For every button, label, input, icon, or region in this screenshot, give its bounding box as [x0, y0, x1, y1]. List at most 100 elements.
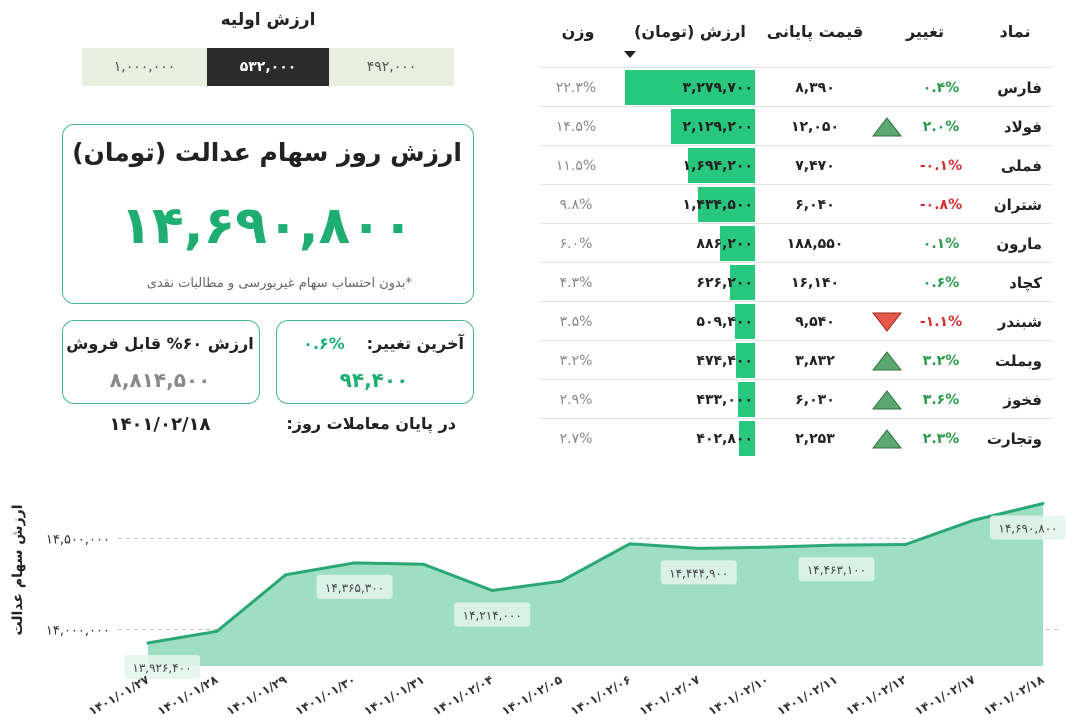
- x-tick-label: ۱۴۰۱/۰۲/۰۶: [568, 672, 633, 718]
- row-symbol[interactable]: شبندر: [997, 312, 1042, 331]
- row-weight: ۲.۷%: [559, 430, 593, 447]
- x-tick-label: ۱۴۰۱/۰۱/۲۹: [224, 672, 290, 718]
- data-point: [146, 641, 150, 645]
- row-value-bar-fill: [687, 148, 755, 183]
- table-row[interactable]: شبندر -۱.۱% ۹,۵۴۰ ۵۰۹,۴۰۰ ۳.۵%: [540, 301, 1052, 341]
- row-symbol[interactable]: وبملت: [994, 351, 1042, 370]
- row-symbol[interactable]: فخوز: [1003, 390, 1042, 409]
- row-symbol[interactable]: مارون: [996, 234, 1042, 253]
- row-change: ۲.۳%: [922, 430, 960, 447]
- annotation-label: ۱۴,۲۱۴,۰۰۰: [463, 609, 522, 623]
- row-value-bar-fill: [730, 265, 755, 300]
- row-value-bar-fill: [737, 382, 755, 417]
- row-value-bar-fill: [736, 343, 755, 378]
- row-value-bar: [625, 226, 755, 261]
- y-axis-label: ارزش سهام عدالت: [10, 504, 26, 635]
- data-point: [559, 579, 563, 583]
- row-arrow-empty: [870, 224, 904, 263]
- value-history-chart: ۱۴,۰۰۰,۰۰۰ ۱۴,۵۰۰,۰۰۰ ۱۳,۹۲۶,۴۰۰ ۱۴,۳۶۵,۳۰۰…: [10, 502, 1066, 718]
- row-symbol[interactable]: فملی: [1000, 156, 1042, 175]
- annotation-box: [316, 574, 393, 599]
- x-tick-label: ۱۴۰۱/۰۲/۰۵: [499, 672, 564, 718]
- row-price: ۶,۰۴۰: [795, 196, 835, 213]
- sort-down-icon[interactable]: [624, 51, 636, 59]
- row-change: -۱.۱%: [919, 313, 963, 330]
- row-change: ۳.۲%: [922, 352, 960, 369]
- row-value-bar: [625, 382, 755, 417]
- header-symbol[interactable]: نماد: [999, 22, 1031, 41]
- date-value: ۱۴۰۱/۰۲/۱۸: [109, 414, 211, 435]
- table-row[interactable]: شتران -۰.۸% ۶,۰۴۰ ۱,۴۳۴,۵۰۰ ۹.۸%: [540, 184, 1052, 224]
- x-tick-label: ۱۴۰۱/۰۲/۱۲: [843, 672, 909, 718]
- table-row[interactable]: وتجارت ۲.۳% ۲,۲۵۳ ۴۰۲,۸۰۰ ۲.۷%: [540, 418, 1052, 458]
- data-point: [284, 573, 288, 577]
- summary-value: ۱۴,۶۹۰,۸۰۰: [120, 196, 414, 256]
- annotation-label: ۱۴,۶۹۰,۸۰۰: [998, 522, 1057, 536]
- annotation-box: [124, 654, 200, 679]
- row-value-bar-fill: [739, 421, 755, 456]
- data-point: [1041, 502, 1045, 506]
- row-value: ۱,۴۳۴,۵۰۰: [682, 196, 753, 213]
- annotation-box: [798, 557, 875, 582]
- table-row[interactable]: فولاد ۲.۰% ۱۲,۰۵۰ ۲,۱۲۹,۲۰۰ ۱۴.۵%: [540, 106, 1052, 146]
- row-symbol[interactable]: کچاد: [1009, 273, 1042, 292]
- row-symbol[interactable]: شتران: [993, 195, 1042, 214]
- data-point: [903, 543, 907, 547]
- header-price[interactable]: قیمت پایانی: [766, 22, 864, 41]
- initial-option-532k[interactable]: ۵۳۲,۰۰۰: [207, 48, 329, 86]
- triangle-up-icon: [870, 419, 904, 458]
- table-row[interactable]: فارس ۰.۴% ۸,۳۹۰ ۳,۲۷۹,۷۰۰ ۲۲.۳%: [540, 67, 1052, 107]
- row-price: ۱۸۸,۵۵۰: [786, 235, 844, 252]
- data-point: [490, 589, 494, 593]
- row-value: ۲,۱۲۹,۲۰۰: [682, 118, 753, 135]
- row-value: ۶۲۶,۲۰۰: [696, 274, 753, 291]
- initial-option-1m[interactable]: ۱,۰۰۰,۰۰۰: [82, 48, 207, 86]
- header-value[interactable]: ارزش (تومان): [634, 22, 746, 41]
- row-change: ۰.۴%: [922, 79, 960, 96]
- header-weight[interactable]: وزن: [561, 22, 595, 41]
- row-value-bar-fill: [719, 226, 755, 261]
- row-change: ۰.۶%: [922, 274, 960, 291]
- row-change: ۰.۱%: [922, 235, 960, 252]
- row-symbol[interactable]: فولاد: [1003, 117, 1042, 136]
- row-value-bar-fill: [698, 187, 755, 222]
- row-value-bar: [625, 343, 755, 378]
- initial-option-492k[interactable]: ۴۹۲,۰۰۰: [329, 48, 454, 86]
- row-symbol[interactable]: فارس: [997, 78, 1042, 97]
- row-weight: ۲۲.۳%: [555, 79, 597, 96]
- header-change[interactable]: تغییر: [905, 22, 945, 41]
- row-weight: ۹.۸%: [559, 196, 593, 213]
- x-tick-label: ۱۴۰۱/۰۱/۲۸: [155, 672, 221, 718]
- row-value-bar: [625, 148, 755, 183]
- table-row[interactable]: کچاد ۰.۶% ۱۶,۱۴۰ ۶۲۶,۲۰۰ ۴.۳%: [540, 262, 1052, 302]
- row-weight: ۳.۵%: [559, 313, 593, 330]
- table-row[interactable]: فملی -۰.۱% ۷,۴۷۰ ۱,۶۹۴,۲۰۰ ۱۱.۵%: [540, 145, 1052, 185]
- last-change-value: ۹۴,۴۰۰: [339, 368, 409, 392]
- row-symbol[interactable]: وتجارت: [986, 429, 1042, 448]
- x-tick-label: ۱۴۰۱/۰۱/۲۷: [86, 672, 152, 718]
- data-point: [628, 542, 632, 546]
- row-price: ۳,۸۳۲: [795, 352, 835, 369]
- data-point: [766, 545, 770, 549]
- annotation-box: [660, 560, 737, 585]
- table-row[interactable]: مارون ۰.۱% ۱۸۸,۵۵۰ ۸۸۶,۲۰۰ ۶.۰%: [540, 223, 1052, 263]
- table-row[interactable]: فخوز ۳.۶% ۶,۰۳۰ ۴۳۳,۰۰۰ ۲.۹%: [540, 379, 1052, 419]
- row-value-bar-fill: [734, 304, 755, 339]
- row-price: ۸,۳۹۰: [795, 79, 835, 96]
- row-value: ۸۸۶,۲۰۰: [696, 235, 753, 252]
- x-tick-label: ۱۴۰۱/۰۱/۳۰: [293, 672, 358, 718]
- triangle-up-icon: [870, 341, 904, 380]
- row-value: ۴۰۲,۸۰۰: [696, 430, 753, 447]
- annotation-box: [990, 515, 1066, 540]
- x-tick-label: ۱۴۰۱/۰۲/۰۷: [637, 672, 703, 718]
- row-weight: ۴.۳%: [559, 274, 593, 291]
- initial-value-title: ارزش اولیه: [220, 10, 316, 30]
- annotation-label: ۱۴,۴۴۴,۹۰۰: [669, 566, 728, 580]
- row-weight: ۶.۰%: [559, 235, 593, 252]
- row-price: ۶,۰۳۰: [795, 391, 835, 408]
- area-fill: [148, 503, 1043, 666]
- data-point: [215, 629, 219, 633]
- data-point: [697, 546, 701, 550]
- triangle-down-icon: [870, 302, 904, 341]
- table-row[interactable]: وبملت ۳.۲% ۳,۸۳۲ ۴۷۴,۴۰۰ ۳.۲%: [540, 340, 1052, 380]
